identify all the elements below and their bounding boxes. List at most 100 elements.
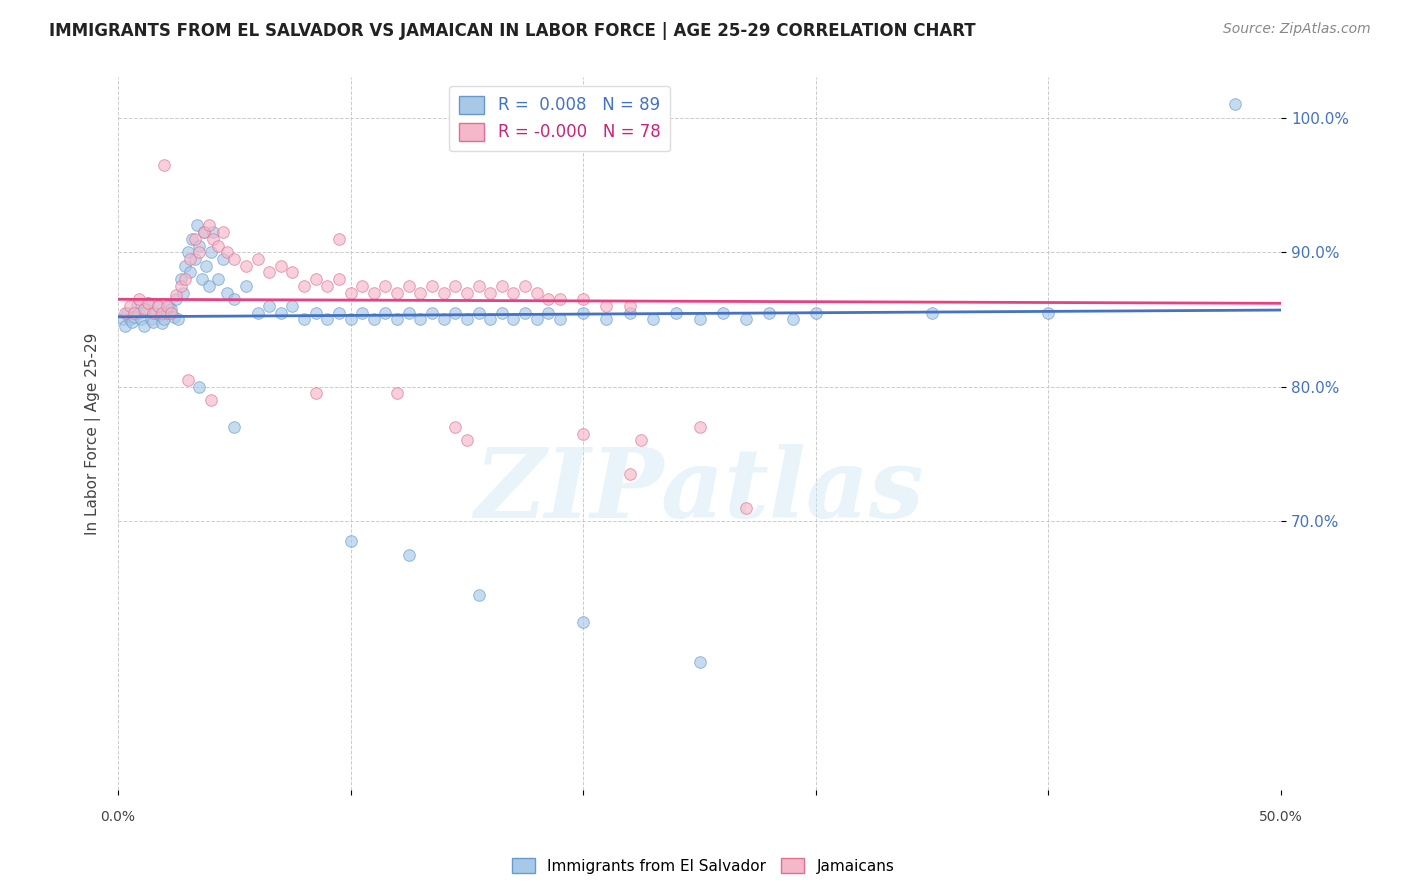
Point bbox=[281, 299, 304, 313]
Point bbox=[150, 306, 173, 320]
Point bbox=[217, 285, 239, 300]
Text: IMMIGRANTS FROM EL SALVADOR VS JAMAICAN IN LABOR FORCE | AGE 25-29 CORRELATION C: IMMIGRANTS FROM EL SALVADOR VS JAMAICAN … bbox=[49, 22, 976, 40]
Point bbox=[235, 259, 257, 273]
Point bbox=[118, 312, 141, 326]
Point bbox=[200, 245, 222, 260]
Point bbox=[548, 293, 571, 307]
Point bbox=[572, 426, 595, 441]
Point bbox=[114, 319, 136, 334]
Point bbox=[193, 225, 215, 239]
Point bbox=[444, 306, 467, 320]
Point bbox=[398, 548, 420, 562]
Point bbox=[235, 278, 257, 293]
Point bbox=[782, 312, 804, 326]
Point bbox=[142, 315, 165, 329]
Point bbox=[385, 285, 408, 300]
Point bbox=[689, 420, 711, 434]
Point bbox=[281, 265, 304, 279]
Point bbox=[197, 219, 219, 233]
Point bbox=[200, 393, 222, 408]
Point bbox=[502, 312, 524, 326]
Point bbox=[735, 500, 758, 515]
Point bbox=[224, 420, 246, 434]
Point bbox=[202, 225, 225, 239]
Point bbox=[122, 306, 145, 320]
Point bbox=[186, 219, 208, 233]
Point bbox=[305, 386, 328, 401]
Point bbox=[292, 312, 315, 326]
Point bbox=[572, 306, 595, 320]
Point bbox=[217, 245, 239, 260]
Point bbox=[128, 293, 150, 307]
Point bbox=[339, 312, 361, 326]
Point bbox=[190, 272, 212, 286]
Point bbox=[456, 312, 478, 326]
Point bbox=[1038, 306, 1060, 320]
Point bbox=[456, 285, 478, 300]
Point bbox=[153, 312, 176, 326]
Point bbox=[630, 434, 652, 448]
Point bbox=[111, 312, 134, 326]
Point bbox=[804, 306, 827, 320]
Point bbox=[491, 278, 513, 293]
Y-axis label: In Labor Force | Age 25-29: In Labor Force | Age 25-29 bbox=[86, 333, 101, 535]
Point bbox=[491, 306, 513, 320]
Point bbox=[174, 272, 197, 286]
Point bbox=[188, 245, 211, 260]
Point bbox=[125, 299, 148, 313]
Point bbox=[352, 278, 374, 293]
Point bbox=[641, 312, 664, 326]
Point bbox=[143, 306, 166, 320]
Point bbox=[129, 312, 152, 326]
Point bbox=[433, 312, 456, 326]
Legend: Immigrants from El Salvador, Jamaicans: Immigrants from El Salvador, Jamaicans bbox=[506, 852, 900, 880]
Point bbox=[135, 301, 157, 316]
Point bbox=[163, 310, 186, 324]
Point bbox=[316, 312, 339, 326]
Point bbox=[398, 278, 420, 293]
Point bbox=[211, 225, 233, 239]
Point bbox=[146, 299, 169, 313]
Point bbox=[188, 380, 211, 394]
Point bbox=[352, 306, 374, 320]
Point bbox=[197, 278, 219, 293]
Point bbox=[513, 306, 536, 320]
Point bbox=[456, 434, 478, 448]
Point bbox=[136, 296, 159, 310]
Point bbox=[374, 306, 396, 320]
Point bbox=[1223, 97, 1246, 112]
Point bbox=[150, 317, 173, 331]
Point bbox=[172, 285, 194, 300]
Point bbox=[420, 306, 443, 320]
Point bbox=[122, 310, 145, 324]
Point bbox=[537, 306, 560, 320]
Point bbox=[118, 299, 141, 313]
Point bbox=[513, 278, 536, 293]
Point bbox=[444, 420, 467, 434]
Point bbox=[167, 312, 190, 326]
Point bbox=[188, 238, 211, 252]
Point bbox=[921, 306, 943, 320]
Point bbox=[363, 285, 385, 300]
Point bbox=[433, 285, 456, 300]
Point bbox=[174, 259, 197, 273]
Point bbox=[502, 285, 524, 300]
Point bbox=[537, 293, 560, 307]
Point bbox=[142, 306, 165, 320]
Point bbox=[572, 615, 595, 629]
Point bbox=[156, 299, 179, 313]
Point bbox=[526, 285, 548, 300]
Point bbox=[572, 293, 595, 307]
Point bbox=[149, 309, 172, 323]
Point bbox=[179, 265, 201, 279]
Point bbox=[328, 272, 350, 286]
Point bbox=[160, 301, 183, 316]
Point bbox=[270, 259, 292, 273]
Point bbox=[270, 306, 292, 320]
Point bbox=[146, 299, 169, 313]
Point bbox=[328, 306, 350, 320]
Point bbox=[467, 306, 489, 320]
Point bbox=[136, 296, 159, 310]
Point bbox=[202, 232, 225, 246]
Point bbox=[165, 293, 187, 307]
